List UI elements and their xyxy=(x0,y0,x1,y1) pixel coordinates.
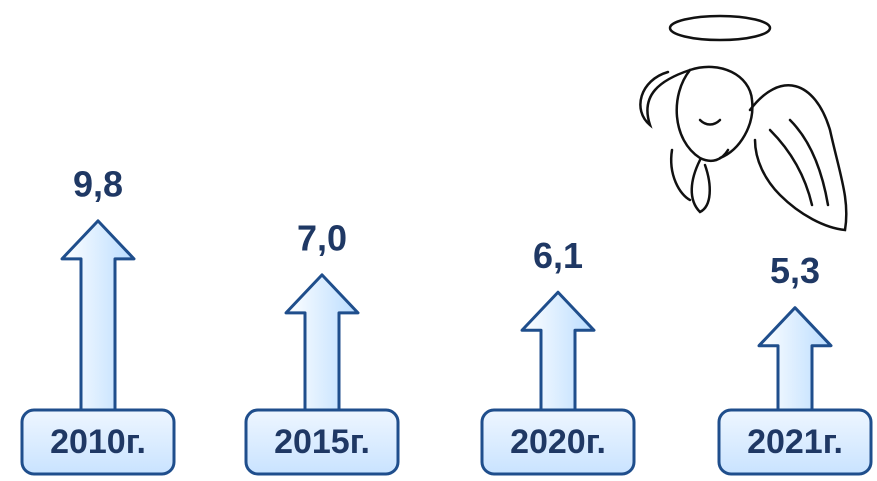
value-label: 5,3 xyxy=(770,250,820,291)
category-label: 2021г. xyxy=(747,423,843,461)
arrow xyxy=(522,292,594,410)
arrow xyxy=(286,275,358,410)
chart: 9,8 2010г. 7,0 2015г. 6,1 2020г. 5,3 2021г. xyxy=(0,0,877,481)
value-label: 6,1 xyxy=(533,235,583,276)
arrow xyxy=(759,308,831,410)
category-label: 2020г. xyxy=(510,423,606,461)
arrow xyxy=(62,221,134,410)
angel-illustration xyxy=(640,16,846,230)
category-label: 2010г. xyxy=(50,423,146,461)
value-label: 7,0 xyxy=(297,217,347,258)
category-label: 2015г. xyxy=(274,423,370,461)
value-label: 9,8 xyxy=(73,163,123,204)
